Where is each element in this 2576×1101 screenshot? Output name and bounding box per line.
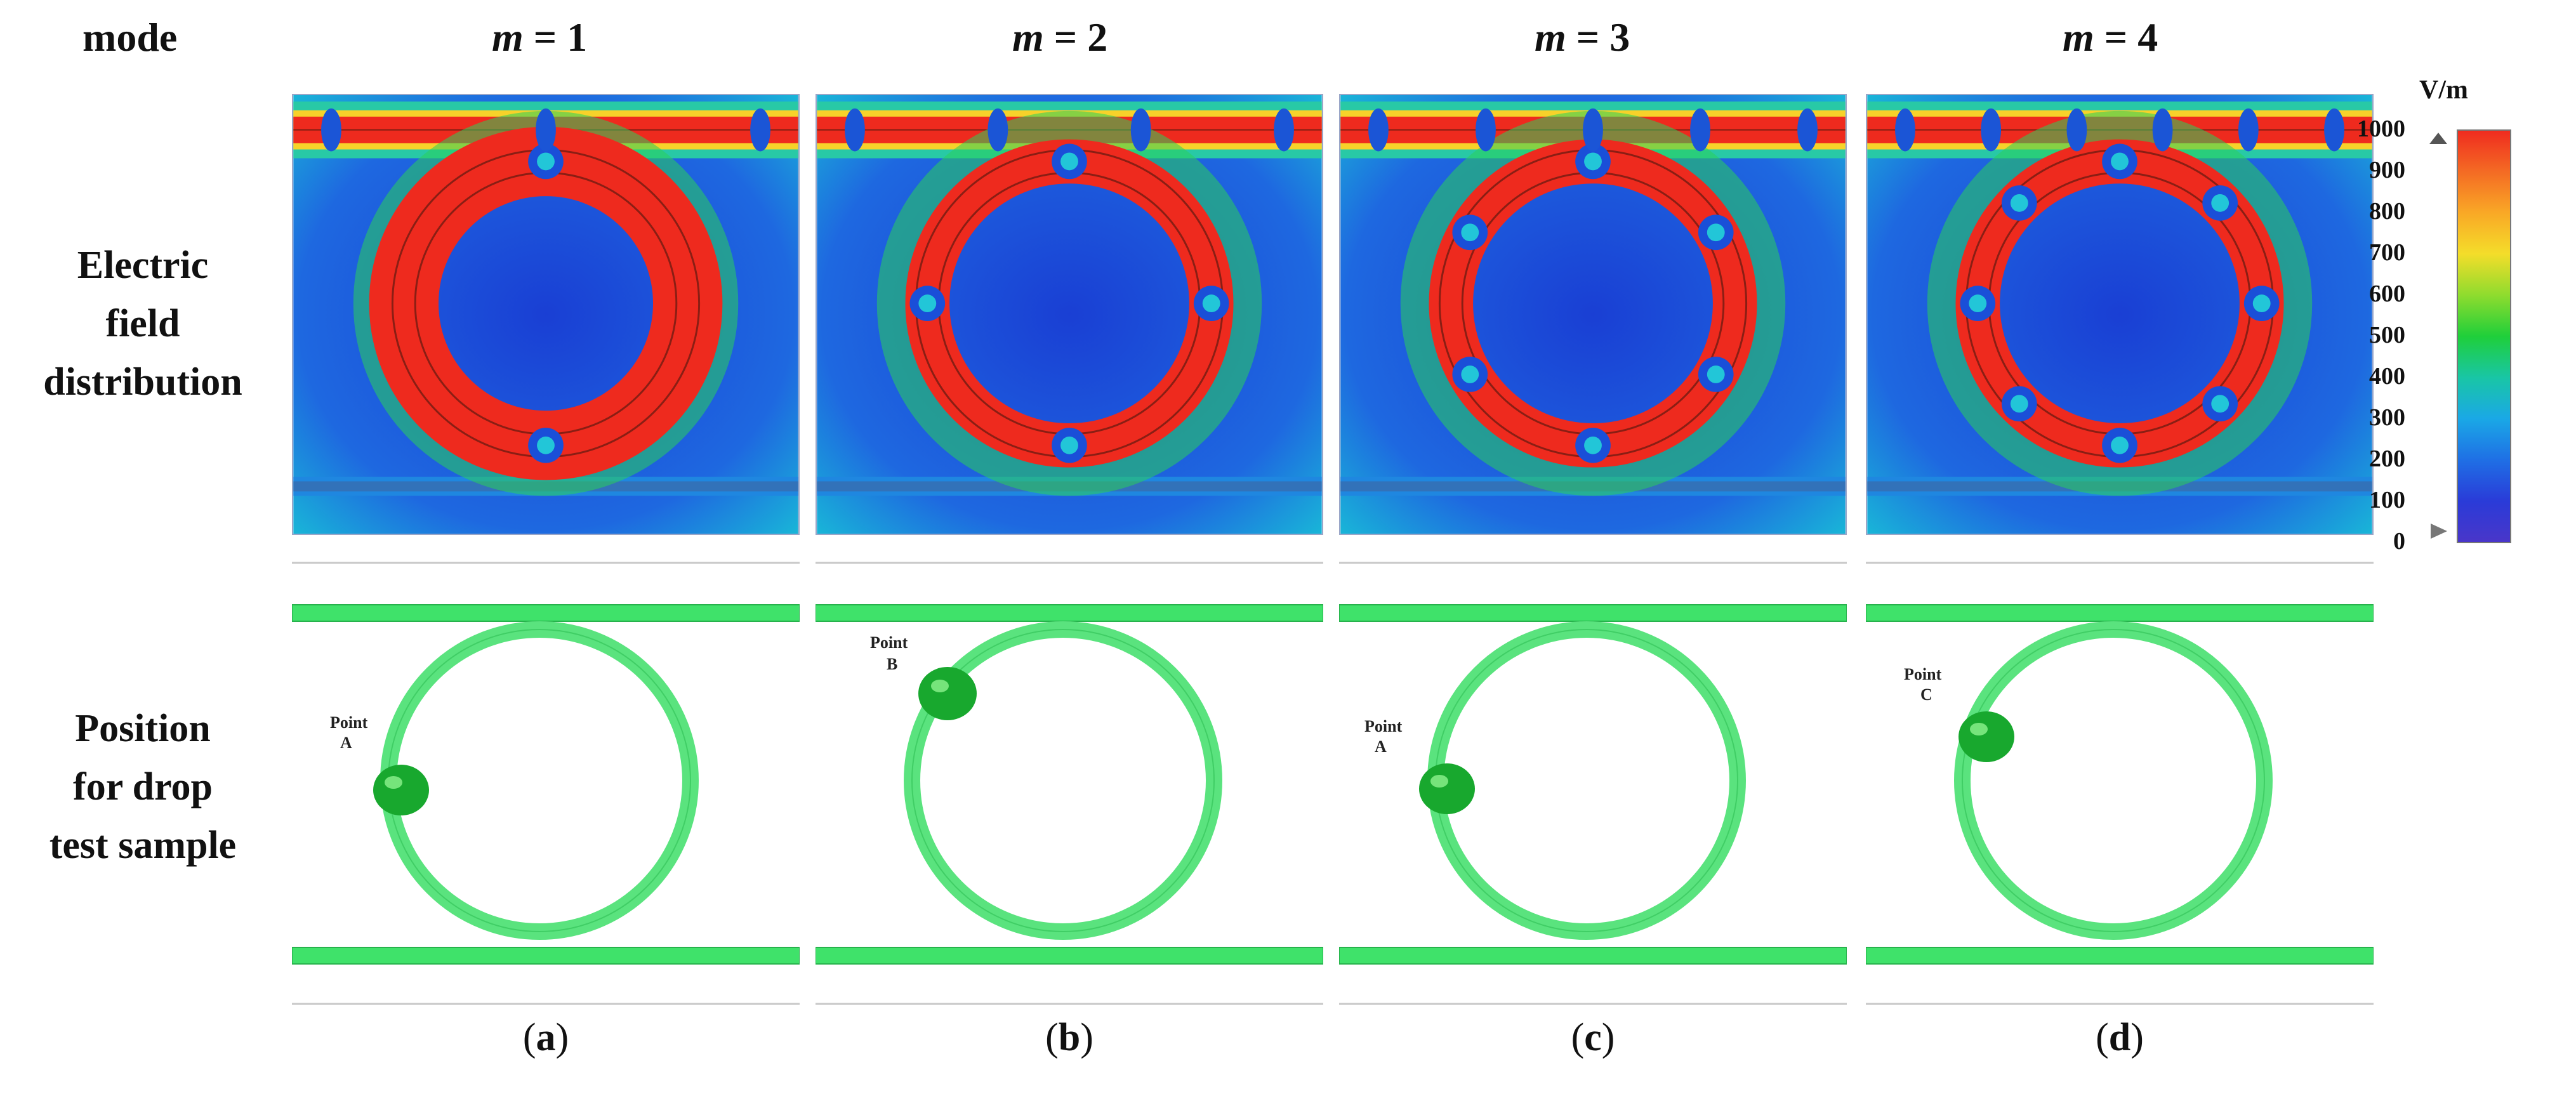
point-label-c-bottom: A	[1375, 737, 1387, 756]
caption-letter: a	[536, 1016, 556, 1059]
drop-panel-c: Point A	[1339, 562, 1847, 1006]
caption-letter: d	[2108, 1016, 2131, 1059]
field-map-b	[817, 95, 1322, 534]
field-map-a	[293, 95, 798, 534]
droplet	[918, 667, 977, 720]
row-label-field: Electric field distribution	[38, 236, 248, 411]
drop-panel-d: Point C	[1866, 562, 2374, 1006]
droplet	[1958, 711, 2014, 762]
mode-header: mode	[83, 15, 178, 60]
row-label-line: for drop	[73, 765, 213, 808]
colorbar-unit: V/m	[2419, 76, 2468, 105]
mode-header-m2: m = 2	[1012, 14, 1107, 61]
field-map-d	[1867, 95, 2372, 534]
caption-d: (d)	[2096, 1016, 2144, 1059]
droplet	[1419, 763, 1475, 814]
drop-panel-a: Point A	[292, 562, 800, 1006]
field-panel-c	[1339, 94, 1847, 535]
mode-header-m1: m = 1	[492, 14, 587, 61]
drop-diagram-c: Point A	[1339, 562, 1847, 1005]
colorbar-tick-label: 700	[2369, 239, 2405, 266]
min-marker-icon	[2431, 524, 2447, 539]
row-label-line: field	[105, 302, 180, 345]
point-label-d-bottom: C	[1920, 685, 1932, 704]
colorbar-tick-label: 200	[2369, 445, 2405, 472]
row-label-line: Position	[75, 707, 211, 750]
colorbar-tick-label: 400	[2369, 363, 2405, 390]
row-label-line: test sample	[49, 824, 237, 867]
mode-value: = 2	[1043, 15, 1108, 60]
point-label-a-bottom: A	[340, 734, 352, 752]
mode-value: = 1	[523, 15, 588, 60]
caption-c: (c)	[1571, 1016, 1615, 1059]
caption-b: (b)	[1045, 1016, 1093, 1059]
colorbar-tick-label: 600	[2369, 280, 2405, 307]
colorbar-tick-label: 300	[2369, 404, 2405, 431]
caption-letter: b	[1058, 1016, 1081, 1059]
colorbar-tick-label: 500	[2369, 322, 2405, 348]
mode-value: = 3	[1566, 15, 1630, 60]
mode-var: m	[492, 15, 524, 60]
point-label-d-top: Point	[1904, 665, 1942, 683]
caption-a: (a)	[522, 1016, 569, 1059]
colorbar-tick-label: 100	[2369, 487, 2405, 513]
colorbar-gradient	[2429, 129, 2511, 543]
row-label-line: distribution	[43, 360, 242, 404]
drop-diagram-b: Point B	[816, 562, 1323, 1005]
drop-diagram-a: Point A	[292, 562, 800, 1005]
row-label-drop: Position for drop test sample	[38, 699, 248, 874]
drop-diagram-d: Point C	[1866, 562, 2374, 1005]
colorbar-tick-label: 900	[2369, 157, 2405, 183]
drop-panel-b: Point B	[816, 562, 1323, 1006]
field-panel-b	[816, 94, 1323, 535]
droplet	[373, 765, 429, 815]
point-label-b-top: Point	[870, 633, 908, 652]
mode-var: m	[2063, 15, 2094, 60]
colorbar-tick-label: 1000	[2357, 115, 2405, 142]
max-marker-icon	[2429, 133, 2447, 144]
point-label-b-bottom: B	[887, 655, 897, 673]
field-panel-d	[1866, 94, 2374, 535]
mode-var: m	[1535, 15, 1566, 60]
colorbar-tick-label: 0	[2393, 528, 2405, 555]
point-label-a-top: Point	[330, 713, 368, 732]
colorbar	[2424, 129, 2511, 543]
field-map-c	[1340, 95, 1846, 534]
point-label-c-top: Point	[1364, 717, 1403, 735]
field-panel-a	[292, 94, 800, 535]
colorbar-tick-label: 800	[2369, 198, 2405, 225]
caption-letter: c	[1584, 1016, 1602, 1059]
mode-header-m3: m = 3	[1535, 14, 1630, 61]
row-label-line: Electric	[77, 244, 209, 287]
mode-value: = 4	[2094, 15, 2158, 60]
mode-header-m4: m = 4	[2063, 14, 2158, 61]
mode-var: m	[1012, 15, 1044, 60]
